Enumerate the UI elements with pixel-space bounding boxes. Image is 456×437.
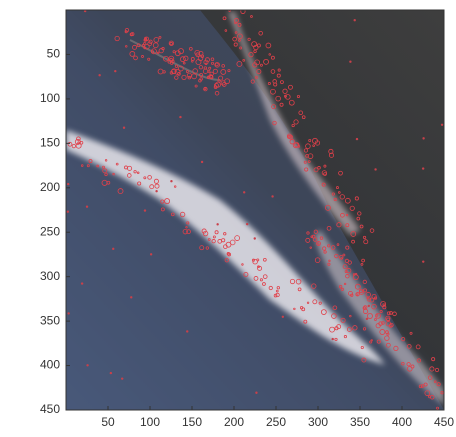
contour-speck — [349, 61, 351, 63]
contour-speck — [144, 209, 146, 211]
x-tick-label: 50 — [101, 415, 115, 429]
contour-speck — [150, 253, 152, 255]
contour-speck — [374, 168, 376, 170]
y-tick-label: 450 — [40, 402, 60, 416]
contour-speck — [98, 74, 100, 76]
y-tick-label: 200 — [40, 180, 60, 194]
x-tick-label: 350 — [350, 415, 370, 429]
contour-speck — [255, 392, 257, 394]
x-tick-label: 150 — [182, 415, 202, 429]
contour-speck — [246, 223, 248, 225]
contour-speck — [179, 116, 181, 118]
contour-speck — [130, 296, 132, 298]
contour-speck — [81, 282, 83, 284]
chart: 50 100 150 200 250 300 350 400 450 50 100 150 200 250… — [0, 0, 456, 432]
image — [66, 0, 456, 410]
y-tick-label: 150 — [40, 136, 60, 150]
y-tick-label: 350 — [40, 313, 60, 327]
contour-speck — [67, 211, 69, 213]
x-tick-label: 300 — [308, 415, 328, 429]
contour-speck — [366, 318, 368, 320]
contour-speck — [67, 312, 69, 314]
contour-speck — [422, 260, 424, 262]
x-tick-label: 200 — [224, 415, 244, 429]
contour-speck — [170, 180, 172, 182]
contour-speck — [186, 330, 188, 332]
y-tick-label: 50 — [47, 47, 61, 61]
contour-speck — [67, 183, 69, 185]
contour-speck — [271, 195, 273, 197]
contour-speck — [121, 377, 123, 379]
contour-speck — [282, 316, 284, 318]
x-tick-label: 400 — [392, 415, 412, 429]
contour-speck — [332, 338, 334, 340]
contour-speck — [110, 372, 112, 374]
contour-speck — [112, 248, 114, 250]
contour-speck — [216, 223, 218, 225]
contour-speck — [86, 364, 88, 366]
contour-speck — [254, 237, 256, 239]
contour-speck — [201, 161, 203, 163]
contour-speck — [114, 70, 116, 72]
x-tick-label: 450 — [434, 415, 454, 429]
contour-speck — [243, 191, 245, 193]
x-tick-label: 250 — [266, 415, 286, 429]
contour-speck — [422, 167, 424, 169]
contour-speck — [221, 0, 223, 1]
x-tick-label: 100 — [140, 415, 160, 429]
contour-speck — [223, 2, 226, 5]
y-tick-label: 300 — [40, 269, 60, 283]
contour-speck — [441, 124, 443, 126]
y-tick-label: 250 — [40, 224, 60, 238]
contour-speck — [123, 127, 125, 129]
contour-speck — [422, 137, 424, 139]
contour-speck — [354, 19, 356, 21]
contour-speck — [155, 190, 157, 192]
contour-speck — [86, 205, 88, 207]
y-tick-label: 400 — [40, 358, 60, 372]
contour-speck — [371, 339, 373, 341]
contour-speck — [368, 305, 370, 307]
y-tick-label: 100 — [40, 91, 60, 105]
contour-speck — [356, 138, 358, 140]
